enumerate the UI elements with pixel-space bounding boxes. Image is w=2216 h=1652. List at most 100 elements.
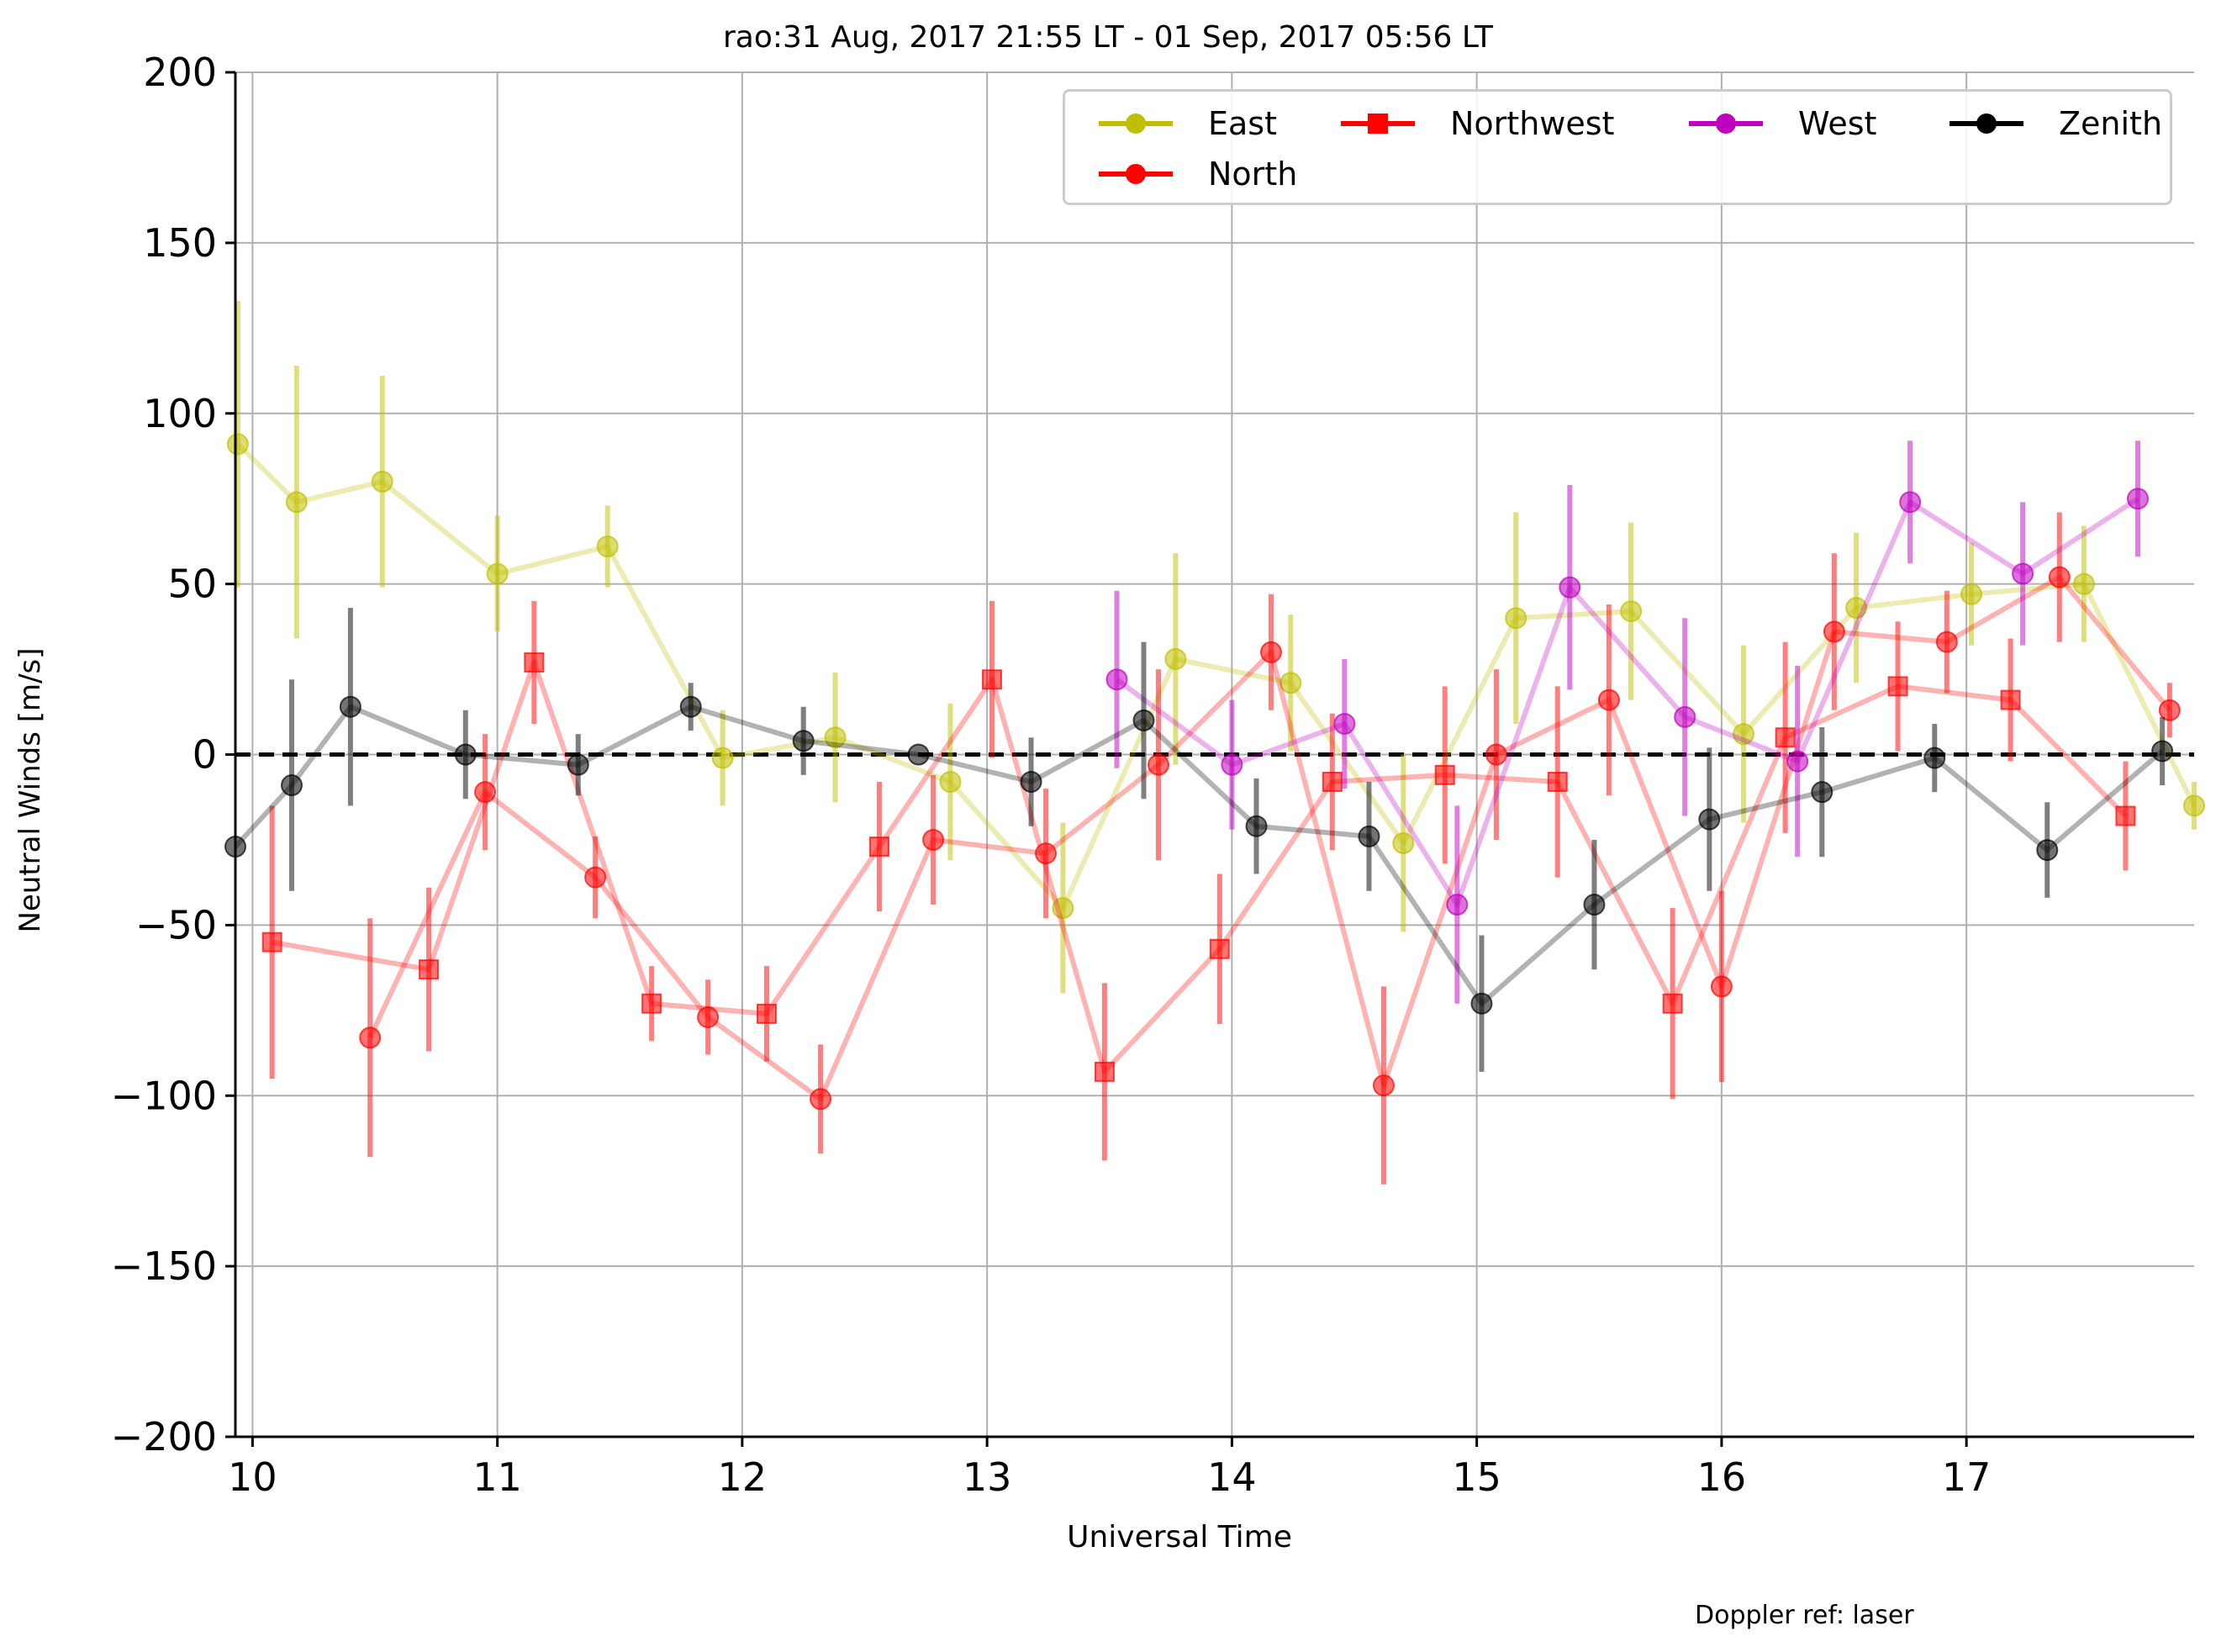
east-point [711, 747, 734, 769]
north-point [474, 781, 497, 804]
zenith-point [1470, 992, 1493, 1015]
legend-swatch-northwest [1341, 113, 1415, 134]
legend-swatch-west [1689, 113, 1763, 134]
northwest-point [1662, 993, 1683, 1014]
north-point [1935, 631, 1958, 653]
east-point [285, 491, 308, 514]
northwest-point [1209, 938, 1230, 959]
x-tick-label: 14 [1207, 1454, 1257, 1500]
north-point [1710, 975, 1733, 998]
northwest-point [1094, 1061, 1115, 1082]
series-northwest [261, 600, 2136, 1161]
x-tick-label: 15 [1452, 1454, 1501, 1500]
series-zenith [224, 608, 2174, 1072]
east-point [371, 470, 393, 493]
y-tick-label: 150 [143, 220, 217, 266]
legend: East Northwest West Zenith North [1063, 89, 2172, 205]
x-tick-label: 11 [472, 1454, 522, 1500]
north-point [1035, 842, 1058, 865]
legend-label-zenith: Zenith [2059, 105, 2163, 142]
east-point [2183, 794, 2205, 817]
northwest-point [1547, 771, 1568, 792]
northwest-point [757, 1003, 778, 1024]
north-point [1259, 641, 1282, 663]
east-point [1392, 831, 1415, 854]
zenith-point [1583, 894, 1606, 916]
north-point [1485, 743, 1507, 766]
series-group [224, 300, 2205, 1185]
east-point [1164, 647, 1187, 670]
zenith-point [280, 774, 303, 797]
zenith-point [792, 730, 815, 752]
zenith-point [2036, 839, 2059, 862]
east-point [1505, 607, 1527, 630]
east-point [1279, 672, 1302, 694]
east-point [1845, 597, 1868, 620]
northwest-point [2000, 689, 2021, 710]
northwest-point [641, 993, 662, 1014]
east-point [486, 562, 509, 585]
north-point [810, 1088, 832, 1111]
east-point [1052, 897, 1074, 920]
doppler-ref-note: Doppler ref: laser [1695, 1601, 1914, 1630]
north-point [2048, 566, 2071, 588]
x-tick-label: 17 [1942, 1454, 1992, 1500]
north-point [1372, 1074, 1395, 1097]
west-line [1115, 496, 2139, 907]
zenith-point [454, 743, 477, 766]
y-tick-label: 100 [143, 391, 217, 436]
east-point [1733, 723, 1755, 746]
zenith-point [339, 695, 361, 718]
northwest-point [1775, 727, 1796, 748]
y-tick-label: 200 [143, 50, 217, 95]
north-point [359, 1027, 382, 1049]
legend-swatch-zenith [1950, 113, 2023, 134]
zenith-line [233, 704, 2165, 1006]
east-point [824, 726, 847, 749]
tick-labels: −200 −150 −100 −50 0 50 100 150 200 10 11 12 13 14 15 1… [111, 50, 1992, 1500]
zenith-point [1811, 781, 1833, 804]
x-tick-label: 16 [1697, 1454, 1747, 1500]
series-east [226, 300, 2205, 994]
zenith-point [1698, 808, 1721, 831]
east-point [1620, 600, 1643, 623]
west-point [1674, 705, 1696, 728]
east-point [1960, 583, 1982, 605]
north-point [1823, 620, 1845, 643]
zenith-point [1132, 709, 1155, 731]
zenith-point [679, 695, 702, 718]
y-tick-label: 0 [193, 732, 217, 778]
north-point [1597, 689, 1620, 711]
north-point [584, 866, 607, 889]
west-point [1559, 576, 1581, 599]
north-point [2158, 699, 2181, 721]
zenith-point [1358, 825, 1380, 847]
east-point [939, 770, 962, 793]
east-point [226, 433, 249, 456]
west-point [1221, 753, 1243, 776]
northwest-point [1322, 771, 1343, 792]
y-axis-label: Neutral Winds [m/s] [13, 647, 47, 933]
zenith-point [2151, 740, 2174, 763]
west-point [1333, 712, 1356, 735]
west-point [1105, 668, 1128, 691]
zenith-point [907, 743, 930, 766]
north-point [697, 1005, 720, 1028]
y-tick-label: −200 [111, 1414, 217, 1459]
west-point [1899, 491, 1922, 514]
west-point [1786, 750, 1809, 773]
northwest-point [2115, 805, 2136, 826]
x-tick-label: 12 [718, 1454, 768, 1500]
legend-label-northwest: Northwest [1450, 105, 1615, 142]
north-point [1148, 753, 1170, 776]
y-tick-label: −150 [111, 1243, 217, 1289]
legend-label-north: North [1208, 156, 1298, 193]
northwest-point [261, 932, 282, 953]
y-tick-label: 50 [167, 562, 217, 607]
northwest-point [524, 652, 545, 673]
zenith-point [1245, 815, 1268, 837]
northwest-point [868, 837, 889, 858]
north-point [922, 828, 945, 851]
northwest-point [419, 959, 440, 980]
